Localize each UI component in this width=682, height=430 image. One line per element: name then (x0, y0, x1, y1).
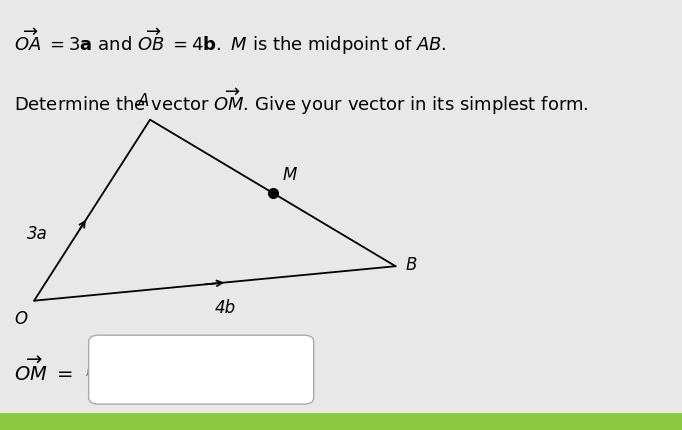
Text: Determine the vector $\overrightarrow{OM}$. Give your vector in its simplest for: Determine the vector $\overrightarrow{OM… (14, 86, 589, 117)
Text: $\overrightarrow{OM}$ $=$: $\overrightarrow{OM}$ $=$ (14, 356, 72, 384)
Text: M: M (283, 166, 297, 184)
Bar (0, 413, 682, 430)
Text: A: A (138, 92, 149, 110)
Text: 4b: 4b (215, 298, 236, 316)
Text: $\overrightarrow{OA}$ $= 3\mathbf{a}$ and $\overrightarrow{OB}$ $= 4\mathbf{b}$$: $\overrightarrow{OA}$ $= 3\mathbf{a}$ an… (14, 26, 446, 57)
Text: O: O (14, 310, 27, 328)
FancyBboxPatch shape (89, 335, 314, 404)
Text: B: B (406, 255, 417, 273)
Text: $\ell$: $\ell$ (85, 361, 94, 379)
Text: 3a: 3a (27, 224, 47, 243)
